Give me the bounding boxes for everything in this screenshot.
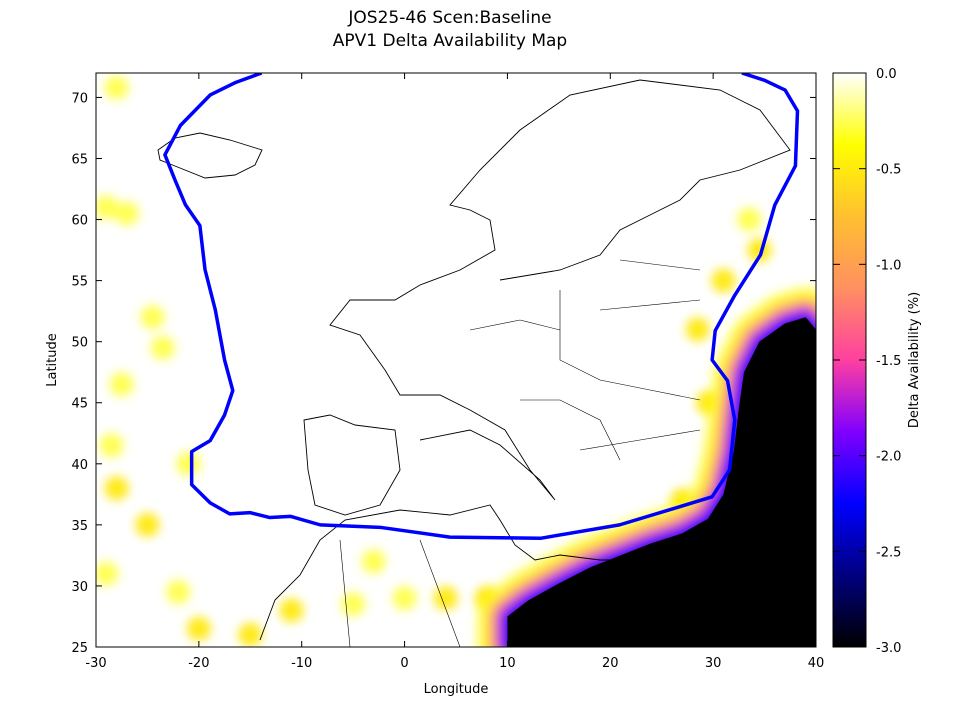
degraded-region-core <box>507 317 816 647</box>
degradation-cell <box>711 268 736 293</box>
x-tick-label: 10 <box>499 656 516 671</box>
colorbar-tick-label: -2.5 <box>876 545 901 560</box>
degradation-cell <box>150 335 175 360</box>
chart-title: JOS25-46 Scen:Baseline <box>348 8 552 28</box>
y-tick-label: 70 <box>71 91 88 106</box>
coastlines <box>157 79 791 647</box>
colorbar-tick-label: -0.5 <box>876 163 901 178</box>
chart-subtitle: APV1 Delta Availability Map <box>332 31 568 51</box>
degradation-cell <box>140 305 165 330</box>
degradation-cell <box>96 561 119 586</box>
iceland-outline <box>157 132 263 179</box>
x-tick-label: 30 <box>705 656 722 671</box>
x-axis-label: Longitude <box>424 682 489 697</box>
coverage-contour <box>163 73 800 541</box>
x-tick-label: -30 <box>85 656 106 671</box>
x-tick-label: 20 <box>602 656 619 671</box>
x-tick-label: -20 <box>188 656 209 671</box>
y-tick-label: 55 <box>71 275 88 290</box>
colorbar-tick-label: 0.0 <box>876 67 897 82</box>
minor-degradation-layer <box>96 75 772 647</box>
degradation-cell <box>96 195 119 220</box>
degradation-cell <box>392 586 417 611</box>
y-tick-label: 30 <box>71 580 88 595</box>
degradation-cell <box>135 512 160 537</box>
degradation-cell <box>341 592 366 617</box>
country-borders <box>339 259 701 647</box>
degradation-cell <box>176 451 201 476</box>
y-tick-label: 40 <box>71 458 88 473</box>
x-tick-label: 40 <box>808 656 825 671</box>
degradation-cell <box>104 75 129 100</box>
colorbar-tick-label: -1.0 <box>876 258 901 273</box>
y-tick-label: 25 <box>71 641 88 656</box>
colorbar-tick-label: -3.0 <box>876 641 901 656</box>
degradation-cell <box>114 201 139 226</box>
degradation-cell <box>104 476 129 501</box>
x-tick-label: -10 <box>291 656 312 671</box>
degradation-cell <box>99 433 124 458</box>
y-tick-label: 35 <box>71 519 88 534</box>
plot-frame <box>95 72 817 648</box>
colorbar-tick-label: -1.5 <box>876 354 901 369</box>
europe-coastline <box>303 79 791 516</box>
degradation-cell <box>166 580 191 605</box>
degradation-cell <box>737 207 762 232</box>
y-tick-label: 50 <box>71 336 88 351</box>
y-tick-label: 45 <box>71 397 88 412</box>
degradation-cell <box>186 616 211 641</box>
degradation-cell <box>279 598 304 623</box>
colorbar-label: Delta Availability (%) <box>907 292 922 428</box>
degradation-cell <box>238 622 263 647</box>
north-africa-coastline <box>259 504 681 641</box>
degradation-cell <box>109 372 134 397</box>
y-tick-label: 60 <box>71 214 88 229</box>
heatmap-layer <box>96 75 816 647</box>
y-tick-label: 65 <box>71 152 88 167</box>
degradation-cell <box>433 586 458 611</box>
degradation-cell <box>747 238 772 263</box>
degradation-cell <box>361 549 386 574</box>
colorbar-tick-label: -2.0 <box>876 450 901 465</box>
y-axis-label: Latitude <box>45 333 60 387</box>
degradation-cell <box>685 317 710 342</box>
x-tick-label: 0 <box>400 656 408 671</box>
